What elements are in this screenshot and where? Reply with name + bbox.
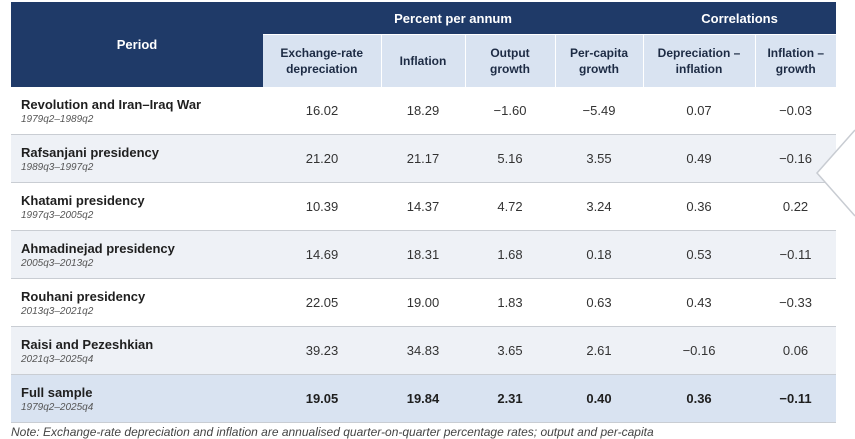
value-cell-inflation-growth-corr: −0.33 (755, 278, 837, 327)
column-header-inflation: Inflation (380, 34, 465, 87)
period-dates: 1997q3–2005q2 (21, 209, 94, 221)
value-cell-inflation: 19.84 (381, 374, 465, 423)
value-cell-exchange-rate-depreciation: 14.69 (263, 230, 381, 279)
full-sample-row: Full sample 1979q2–2025q4 19.05 19.84 2.31 0.… (11, 374, 837, 423)
chevron-left-icon[interactable] (814, 128, 855, 218)
value-cell-exchange-rate-depreciation: 19.05 (263, 374, 381, 423)
period-name: Khatami presidency (21, 192, 145, 208)
value-cell-inflation: 14.37 (381, 182, 465, 231)
period-cell: Rafsanjani presidency 1989q3–1997q2 (11, 134, 263, 183)
value-cell-depreciation-inflation-corr: 0.43 (643, 278, 756, 327)
table-row: Raisi and Pezeshkian 2021q3–2025q4 39.23 34… (11, 326, 837, 375)
value-cell-depreciation-inflation-corr: −0.16 (643, 326, 756, 375)
value-cell-inflation: 19.00 (381, 278, 465, 327)
period-cell: Revolution and Iran–Iraq War 1979q2–1989q… (11, 87, 263, 135)
value-cell-inflation-growth-corr: 0.22 (755, 182, 837, 231)
value-cell-depreciation-inflation-corr: 0.36 (643, 182, 756, 231)
table-row: Revolution and Iran–Iraq War 1979q2–1989q… (11, 87, 837, 135)
column-header-exchange-rate-depreciation: Exchange-rate depreciation (263, 34, 381, 87)
period-name: Rouhani presidency (21, 288, 146, 304)
value-cell-per-capita-growth: 3.55 (555, 134, 644, 183)
period-name: Revolution and Iran–Iraq War (21, 96, 202, 112)
value-cell-exchange-rate-depreciation: 16.02 (263, 87, 381, 135)
value-cell-inflation-growth-corr: −0.03 (755, 87, 837, 135)
period-dates: 1979q2–2025q4 (21, 401, 94, 413)
column-header-depreciation-inflation-corr: Depreciation – inflation (642, 34, 756, 87)
value-cell-depreciation-inflation-corr: 0.53 (643, 230, 756, 279)
value-cell-output-growth: 2.31 (465, 374, 555, 423)
value-cell-depreciation-inflation-corr: 0.07 (643, 87, 756, 135)
data-table-wrapper: Period Percent per annum Correlations Ex… (11, 2, 837, 423)
period-name: Full sample (21, 384, 93, 400)
value-cell-output-growth: 4.72 (465, 182, 555, 231)
period-dates: 2005q3–2013q2 (21, 257, 94, 269)
period-cell: Raisi and Pezeshkian 2021q3–2025q4 (11, 326, 263, 375)
column-header-per-capita-growth: Per-capita growth (554, 34, 644, 87)
value-cell-inflation: 34.83 (381, 326, 465, 375)
value-cell-inflation: 18.29 (381, 87, 465, 135)
value-cell-output-growth: 1.83 (465, 278, 555, 327)
value-cell-depreciation-inflation-corr: 0.49 (643, 134, 756, 183)
table-header: Period Percent per annum Correlations Ex… (11, 2, 837, 87)
period-cell: Full sample 1979q2–2025q4 (11, 374, 263, 423)
value-cell-inflation-growth-corr: −0.11 (755, 230, 837, 279)
value-cell-per-capita-growth: 3.24 (555, 182, 644, 231)
period-name: Rafsanjani presidency (21, 144, 159, 160)
table-row: Khatami presidency 1997q3–2005q2 10.39 14.3… (11, 182, 837, 231)
column-header-inflation-growth-corr: Inflation – growth (754, 34, 837, 87)
period-cell: Ahmadinejad presidency 2005q3–2013q2 (11, 230, 263, 279)
value-cell-per-capita-growth: −5.49 (555, 87, 644, 135)
period-dates: 2021q3–2025q4 (21, 353, 94, 365)
period-column-header: Period (11, 2, 263, 87)
period-name: Raisi and Pezeshkian (21, 336, 154, 352)
value-cell-per-capita-growth: 0.18 (555, 230, 644, 279)
iran-periods-table: Period Percent per annum Correlations Ex… (11, 2, 837, 423)
value-cell-exchange-rate-depreciation: 39.23 (263, 326, 381, 375)
table-note: Note: Exchange-rate depreciation and inf… (11, 425, 654, 439)
value-cell-inflation-growth-corr: 0.06 (755, 326, 837, 375)
period-cell: Khatami presidency 1997q3–2005q2 (11, 182, 263, 231)
value-cell-per-capita-growth: 0.63 (555, 278, 644, 327)
period-dates: 2013q3–2021q2 (21, 305, 94, 317)
table-body: Revolution and Iran–Iraq War 1979q2–1989q… (11, 87, 837, 423)
column-header-output-growth: Output growth (464, 34, 555, 87)
value-cell-per-capita-growth: 0.40 (555, 374, 644, 423)
value-cell-output-growth: 1.68 (465, 230, 555, 279)
value-cell-exchange-rate-depreciation: 21.20 (263, 134, 381, 183)
value-cell-per-capita-growth: 2.61 (555, 326, 644, 375)
period-cell: Rouhani presidency 2013q3–2021q2 (11, 278, 263, 327)
value-cell-output-growth: 5.16 (465, 134, 555, 183)
value-cell-exchange-rate-depreciation: 22.05 (263, 278, 381, 327)
value-cell-exchange-rate-depreciation: 10.39 (263, 182, 381, 231)
table-row: Ahmadinejad presidency 2005q3–2013q2 14.69… (11, 230, 837, 279)
period-name: Ahmadinejad presidency (21, 240, 175, 256)
table-row: Rafsanjani presidency 1989q3–1997q2 21.20 2… (11, 134, 837, 183)
period-dates: 1979q2–1989q2 (21, 113, 94, 125)
period-dates: 1989q3–1997q2 (21, 161, 94, 173)
value-cell-inflation: 21.17 (381, 134, 465, 183)
percent-per-annum-group-header: Percent per annum (263, 2, 644, 35)
table-row: Rouhani presidency 2013q3–2021q2 22.05 19.0… (11, 278, 837, 327)
value-cell-output-growth: 3.65 (465, 326, 555, 375)
value-cell-depreciation-inflation-corr: 0.36 (643, 374, 756, 423)
correlations-group-header: Correlations (643, 2, 837, 35)
value-cell-output-growth: −1.60 (465, 87, 555, 135)
value-cell-inflation-growth-corr: −0.11 (755, 374, 837, 423)
value-cell-inflation: 18.31 (381, 230, 465, 279)
